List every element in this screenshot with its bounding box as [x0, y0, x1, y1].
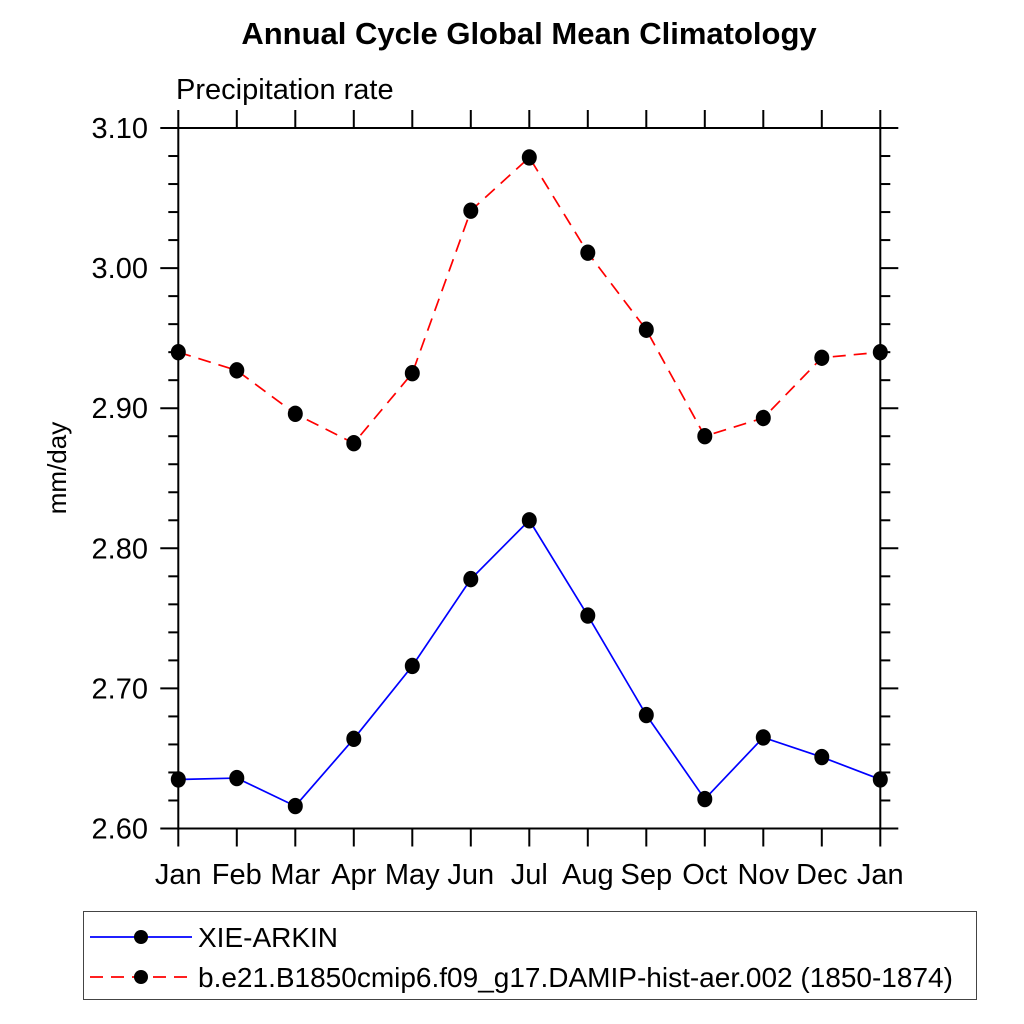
legend-label: XIE-ARKIN — [198, 922, 338, 953]
x-tick-label: Nov — [738, 859, 790, 891]
data-point-marker — [755, 729, 771, 746]
data-point-marker — [229, 769, 245, 787]
data-point-marker — [404, 364, 420, 382]
plot-frame — [177, 127, 882, 830]
data-point-marker — [346, 435, 362, 452]
x-tick-label: Jun — [447, 859, 494, 891]
data-point-marker — [872, 771, 888, 788]
x-tick-label: Jul — [511, 859, 548, 891]
y-tick-label: 2.80 — [92, 533, 148, 565]
legend-marker — [134, 970, 148, 984]
legend-content: XIE-ARKIN b.e21.B1850cmip6.f09_g17.DAMIP-… — [90, 922, 953, 993]
legend-label: b.e21.B1850cmip6.f09_g17.DAMIP-hist-aer.… — [198, 962, 953, 993]
x-tick-label: Dec — [796, 859, 848, 891]
x-tick-label: Sep — [620, 859, 672, 891]
y-tick-label: 3.00 — [92, 253, 148, 285]
data-point-marker — [638, 706, 654, 724]
data-point-marker — [287, 405, 303, 423]
data-point-marker — [814, 349, 830, 366]
data-point-marker — [521, 512, 537, 529]
data-point-marker — [463, 570, 479, 588]
y-tick-label: 2.90 — [92, 393, 148, 425]
data-point-marker — [287, 797, 303, 815]
data-point-marker — [697, 428, 713, 445]
x-tick-label: Feb — [212, 859, 262, 891]
legend-box: XIE-ARKIN b.e21.B1850cmip6.f09_g17.DAMIP-… — [83, 911, 977, 1000]
data-point-marker — [755, 409, 771, 427]
series-line-1 — [178, 156, 881, 445]
data-point-marker — [521, 149, 537, 166]
legend-marker — [134, 930, 148, 944]
y-tick-label: 2.70 — [92, 673, 148, 705]
data-point-marker — [170, 343, 186, 361]
x-tick-label: Oct — [682, 859, 727, 891]
x-tick-label: Apr — [331, 859, 376, 891]
data-point-marker — [229, 362, 245, 379]
x-tick-label: Jan — [155, 859, 202, 891]
data-point-marker — [346, 730, 362, 748]
x-tick-label: May — [385, 859, 440, 891]
data-point-marker — [697, 790, 713, 808]
data-point-marker — [872, 343, 888, 361]
data-point-marker — [814, 748, 830, 766]
data-point-marker — [170, 771, 186, 788]
chart-title: Annual Cycle Global Mean Climatology — [241, 16, 817, 51]
y-tick-label: 2.60 — [92, 814, 148, 846]
series-line-0 — [178, 518, 881, 808]
y-tick-label: 3.10 — [92, 113, 148, 145]
data-point-marker — [580, 244, 596, 261]
x-tick-label: Aug — [562, 859, 614, 891]
data-point-marker — [580, 607, 596, 624]
x-tick-label: Mar — [270, 859, 320, 891]
data-point-marker — [638, 321, 654, 338]
data-point-marker — [404, 657, 420, 675]
x-tick-label: Jan — [857, 859, 904, 891]
data-point-marker — [463, 202, 479, 219]
chart-subtitle: Precipitation rate — [176, 74, 394, 106]
